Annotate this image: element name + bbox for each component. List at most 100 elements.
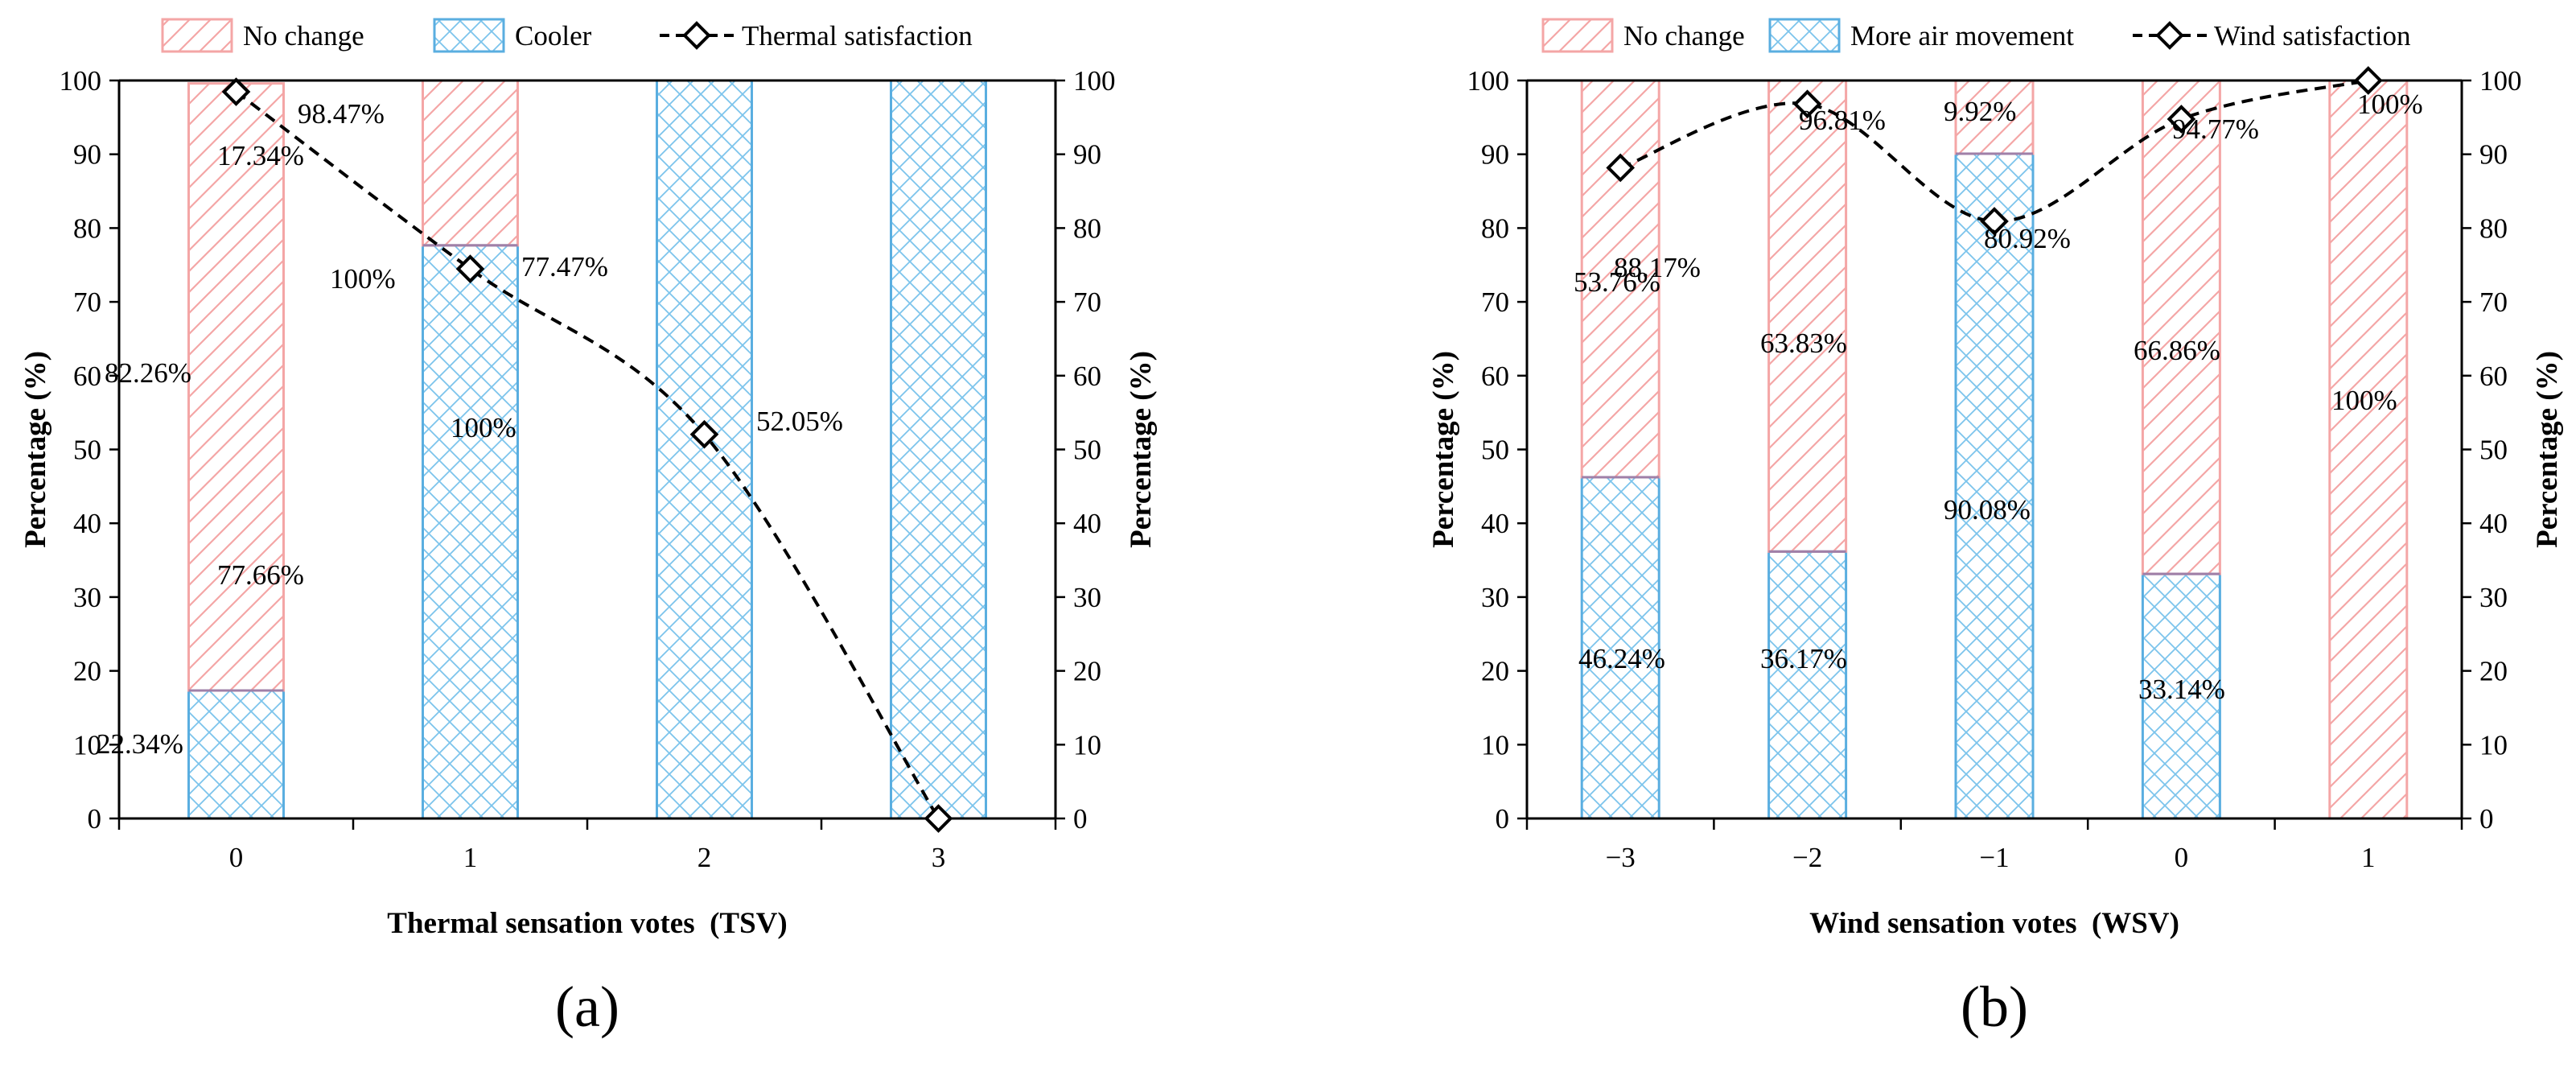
y-tick-label-right: 20 <box>1073 656 1101 687</box>
bar-more-air-movement-1 <box>1767 550 1848 820</box>
y-tick-label-right: 100 <box>2479 65 2522 97</box>
bar-cooler-3 <box>890 79 987 820</box>
y-tick-label-left: 30 <box>1481 582 1509 613</box>
data-label: 98.47% <box>298 98 385 130</box>
x-tick-label: 0 <box>2175 842 2189 873</box>
data-label: 80.92% <box>1984 223 2071 254</box>
satisfaction-point-1 <box>1792 89 1822 119</box>
satisfaction-point-0 <box>221 77 251 106</box>
data-label: 82.26% <box>105 357 191 389</box>
legend-marker-diamond <box>682 21 711 50</box>
satisfaction-point-2 <box>689 419 719 449</box>
x-axis-title: Thermal sensation votes (TSV) <box>387 907 787 940</box>
panel-label: (b) <box>1961 975 2028 1039</box>
y-tick-label-right: 70 <box>1073 287 1101 318</box>
y-tick-label-right: 80 <box>2479 212 2508 244</box>
y-tick-label-left: 20 <box>73 656 101 687</box>
satisfaction-point-4 <box>2353 66 2383 95</box>
data-label: 100% <box>330 263 396 295</box>
y-tick-label-left: 40 <box>1481 508 1509 539</box>
y-axis-title-left: Percentage (%) <box>19 351 52 548</box>
satisfaction-line <box>1619 79 2369 223</box>
y-axis-title-right: Percentage (%) <box>2531 351 2564 548</box>
bar-no-change-4 <box>2328 79 2409 820</box>
satisfaction-point-2 <box>1980 207 2009 236</box>
y-tick-label-right: 100 <box>1073 65 1116 97</box>
data-label: 90.08% <box>1944 494 2031 526</box>
legend-label: Cooler <box>515 20 592 52</box>
x-tick-label: 2 <box>697 842 712 873</box>
data-label: 36.17% <box>1760 643 1847 674</box>
y-tick-label-right: 60 <box>1073 361 1101 392</box>
y-tick-label-right: 40 <box>2479 508 2508 539</box>
x-tick-label: 0 <box>229 842 244 873</box>
data-label: 33.14% <box>2138 674 2225 705</box>
legend-label: Wind satisfaction <box>2214 20 2411 52</box>
y-tick-label-right: 40 <box>1073 508 1101 539</box>
y-tick-label-left: 50 <box>73 435 101 466</box>
bar-no-change-1 <box>422 79 519 247</box>
y-tick-label-left: 30 <box>73 582 101 613</box>
legend-swatch-no-change <box>1541 18 1614 53</box>
bar-no-change-0 <box>1580 79 1660 479</box>
y-tick-label-left: 40 <box>73 508 101 539</box>
y-tick-label-right: 0 <box>2479 803 2494 835</box>
bar-cooler-1 <box>422 244 519 820</box>
y-tick-label-right: 80 <box>1073 212 1101 244</box>
x-tick-label: −2 <box>1792 842 1822 873</box>
legend-label: No change <box>1623 20 1745 52</box>
y-axis-title-left: Percentage (%) <box>1427 351 1460 548</box>
y-tick-label-left: 60 <box>1481 361 1509 392</box>
data-label: 22.34% <box>97 728 183 760</box>
y-tick-label-left: 20 <box>1481 656 1509 687</box>
y-tick-label-left: 90 <box>1481 139 1509 171</box>
legend-swatch-no-change <box>161 18 233 53</box>
legend-swatch-more-air-movement <box>1768 18 1841 53</box>
y-tick-label-left: 90 <box>73 139 101 171</box>
y-tick-label-left: 0 <box>88 803 102 835</box>
satisfaction-point-3 <box>2167 105 2196 134</box>
x-tick-label: 1 <box>463 842 478 873</box>
data-label: 88.17% <box>1614 252 1701 283</box>
y-tick-label-right: 10 <box>2479 729 2508 761</box>
legend-marker-diamond <box>2155 21 2184 50</box>
x-tick-label: 1 <box>2361 842 2376 873</box>
y-tick-label-right: 90 <box>2479 139 2508 171</box>
data-label: 96.81% <box>1799 105 1886 136</box>
y-tick-label-right: 70 <box>2479 287 2508 318</box>
data-label: 46.24% <box>1578 643 1665 674</box>
bar-no-change-1 <box>1767 79 1848 553</box>
data-label: 66.86% <box>2134 335 2220 366</box>
data-label: 100% <box>2357 89 2423 120</box>
y-tick-label-left: 100 <box>1467 65 1510 97</box>
data-label: 53.76% <box>1574 266 1660 298</box>
data-label: 9.92% <box>1944 96 2016 127</box>
data-label: 77.66% <box>217 559 304 591</box>
x-axis-title: Wind sensation votes (WSV) <box>1809 907 2179 940</box>
panel-label: (a) <box>555 975 619 1039</box>
y-tick-label-left: 70 <box>1481 287 1509 318</box>
bar-more-air-movement-3 <box>2141 572 2221 820</box>
data-label: 100% <box>2331 385 2397 416</box>
legend-swatch-cooler <box>433 18 505 53</box>
y-tick-label-left: 80 <box>1481 212 1509 244</box>
satisfaction-line <box>235 90 940 820</box>
bar-no-change-3 <box>2141 79 2221 575</box>
legend-label: More air movement <box>1850 20 2074 52</box>
y-tick-label-right: 10 <box>1073 729 1101 761</box>
satisfaction-point-3 <box>924 804 953 833</box>
bar-cooler-2 <box>656 79 753 820</box>
y-tick-label-left: 100 <box>60 65 102 97</box>
satisfaction-point-1 <box>455 254 485 283</box>
y-tick-label-left: 50 <box>1481 435 1509 466</box>
y-tick-label-left: 0 <box>1496 803 1510 835</box>
y-tick-label-right: 0 <box>1073 803 1088 835</box>
y-tick-label-right: 30 <box>1073 582 1101 613</box>
y-tick-label-left: 80 <box>73 212 101 244</box>
x-tick-label: 3 <box>932 842 946 873</box>
x-tick-label: −3 <box>1606 842 1636 873</box>
bar-more-air-movement-2 <box>1954 152 2035 820</box>
data-label: 77.47% <box>521 251 608 282</box>
data-label: 52.05% <box>756 406 843 437</box>
satisfaction-point-0 <box>1606 153 1636 183</box>
